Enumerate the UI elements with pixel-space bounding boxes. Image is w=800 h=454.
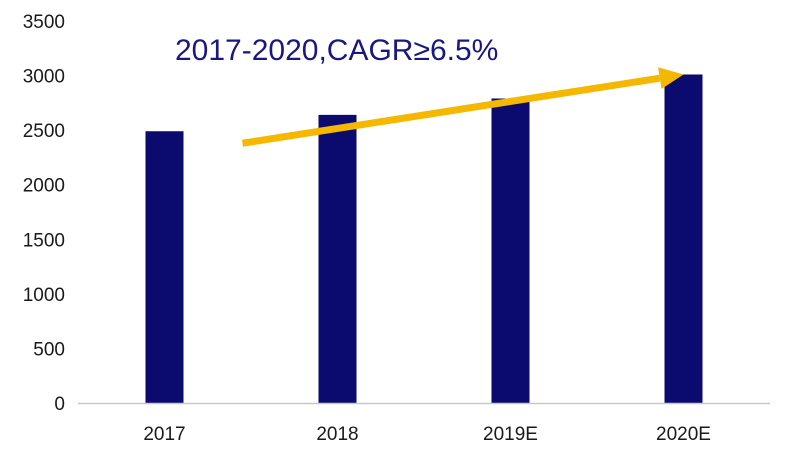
y-tick-label: 3000 <box>23 67 65 88</box>
y-tick-label: 500 <box>33 339 65 360</box>
bar-2020E <box>664 74 703 403</box>
y-tick-label: 2500 <box>23 121 65 142</box>
y-tick-label: 2000 <box>23 176 65 197</box>
cagr-annotation: 2017-2020,CAGR≥6.5% <box>175 34 498 67</box>
y-axis-ticks: 0 500 1000 1500 2000 2500 3000 3500 <box>23 12 65 415</box>
bars <box>145 74 703 404</box>
trend-arrow <box>241 67 684 147</box>
trend-arrow-shaft <box>241 74 661 147</box>
trend-arrow-head <box>658 67 684 90</box>
bar-2019E <box>491 98 530 404</box>
bar-2018 <box>318 114 357 403</box>
y-tick-label: 1000 <box>23 285 65 306</box>
y-tick-label: 3500 <box>23 12 65 33</box>
bar-2017 <box>145 131 184 403</box>
x-tick-label: 2019E <box>483 424 538 445</box>
x-axis-ticks: 2017 2018 2019E 2020E <box>143 424 711 445</box>
y-tick-label: 1500 <box>23 230 65 251</box>
x-tick-label: 2018 <box>316 424 358 445</box>
x-tick-label: 2017 <box>143 424 185 445</box>
x-tick-label: 2020E <box>656 424 711 445</box>
y-tick-label: 0 <box>54 394 65 415</box>
